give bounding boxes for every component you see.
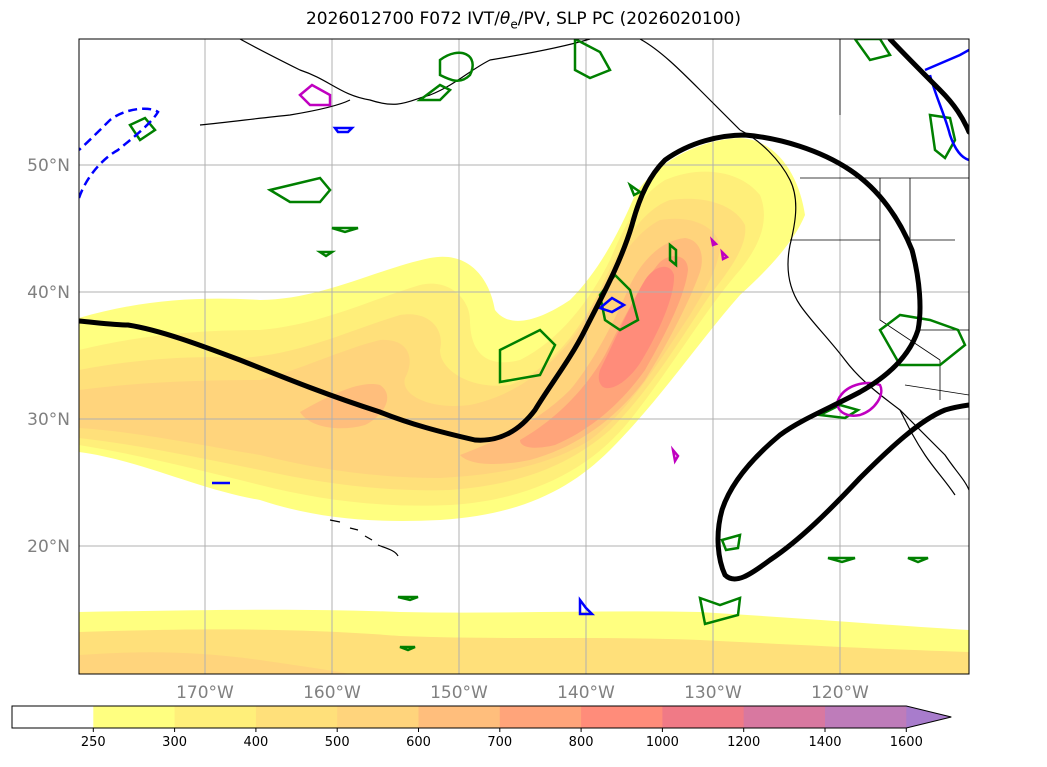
magenta-contour (720, 248, 730, 261)
theta-e-contour (878, 313, 967, 367)
lon-label: 150°W (430, 683, 488, 703)
colorbar-swatch (499, 706, 582, 728)
colorbar-level-label: 300 (162, 735, 187, 750)
colorbar-swatch (255, 706, 338, 728)
pv-contour (924, 48, 969, 162)
theta-e-contour (627, 181, 643, 197)
theta-e-contour (928, 113, 957, 160)
lat-label: 40°N (27, 283, 70, 303)
coastlines (199, 39, 969, 557)
state-border-ca-nv (879, 240, 941, 361)
lat-label: 30°N (27, 410, 70, 430)
colorbar-swatch (418, 706, 501, 728)
theta-e-contour (266, 176, 332, 204)
pv-contour (332, 126, 356, 134)
lon-label: 130°W (684, 683, 742, 703)
graticule (79, 39, 969, 674)
colorbar-swatch (12, 706, 94, 728)
colorbar-swatch (337, 706, 419, 728)
colorbar-swatch (825, 706, 907, 728)
lon-label: 160°W (303, 683, 361, 703)
ivt-southern-band-inner (79, 629, 969, 674)
colorbar-level-label: 250 (81, 735, 106, 750)
theta-e-contour (573, 39, 612, 80)
theta-e-contour (397, 595, 419, 602)
lat-label: 50°N (27, 156, 70, 176)
colorbar-level-label: 1000 (646, 735, 679, 750)
north-america-coastline (739, 129, 969, 491)
slp-contours (79, 39, 969, 582)
theta-e-contour (853, 39, 892, 62)
colorbar-swatch (174, 706, 257, 728)
ivt-800-region (598, 266, 675, 389)
pv-contour (597, 296, 627, 314)
colorbar-extend-arrow (906, 706, 952, 728)
theta-e-contour (315, 250, 337, 258)
longitude-labels: 170°W 160°W 150°W 140°W 130°W 120°W (176, 683, 869, 703)
magenta-contour (709, 236, 719, 247)
theta-e-contour (698, 596, 742, 626)
theta-e-contour (498, 328, 557, 384)
theta-e-contour (668, 242, 678, 268)
pv-contour (578, 596, 596, 616)
colorbar-level-label: 600 (406, 735, 431, 750)
map-title: 2026012700 F072 IVT/θe/PV, SLP PC (20260… (305, 9, 742, 32)
theta-e-contour (438, 51, 474, 82)
ivt-600-region (300, 384, 388, 429)
political-borders (790, 39, 969, 400)
baja-coastline (899, 409, 956, 496)
ivt-shading (79, 138, 969, 674)
pv-contours (79, 48, 969, 616)
ivt-colorbar: 250 300 400 500 600 700 800 1000 1200 1400 1600 (11, 705, 952, 750)
theta-e-contour (416, 83, 453, 102)
lon-label: 170°W (176, 683, 234, 703)
alaska-coastline (199, 39, 741, 131)
pv-contour-dashed (79, 107, 160, 199)
colorbar-swatch (93, 706, 176, 728)
colorbar-level-label: 800 (569, 735, 594, 750)
magenta-contour (836, 381, 883, 417)
theta-e-contour (720, 533, 742, 552)
map-frame (78, 38, 970, 675)
magenta-contour (298, 83, 332, 107)
theta-e-contour (815, 403, 862, 420)
state-border-az (920, 329, 969, 400)
magenta-contours (298, 83, 883, 465)
theta-e-contour (827, 556, 856, 564)
colorbar-swatch (743, 706, 826, 728)
colorbar-level-label: 500 (325, 735, 350, 750)
us-mexico-border (904, 384, 969, 396)
colorbar-swatch (662, 706, 745, 728)
hawaii-islands (329, 519, 399, 557)
lat-label: 20°N (27, 537, 70, 557)
colorbar-level-label: 700 (487, 735, 512, 750)
colorbar-level-label: 400 (243, 735, 268, 750)
ivt-southern-band-core (79, 652, 350, 674)
theta-e-contour (907, 556, 929, 564)
lon-label: 120°W (811, 683, 869, 703)
lon-label: 140°W (557, 683, 615, 703)
colorbar-swatch (581, 706, 663, 728)
theta-e-contour (399, 645, 416, 652)
magenta-contour (670, 445, 680, 465)
theta-e-contour (331, 226, 359, 234)
colorbar-level-label: 1200 (727, 735, 760, 750)
slp-contour-northeast (887, 39, 969, 135)
colorbar-outline (11, 705, 952, 729)
latitude-labels: 50°N 40°N 30°N 20°N (27, 156, 70, 557)
colorbar-level-label: 1600 (890, 735, 923, 750)
colorbar-level-label: 1400 (808, 735, 841, 750)
slp-contour-main (79, 132, 969, 582)
